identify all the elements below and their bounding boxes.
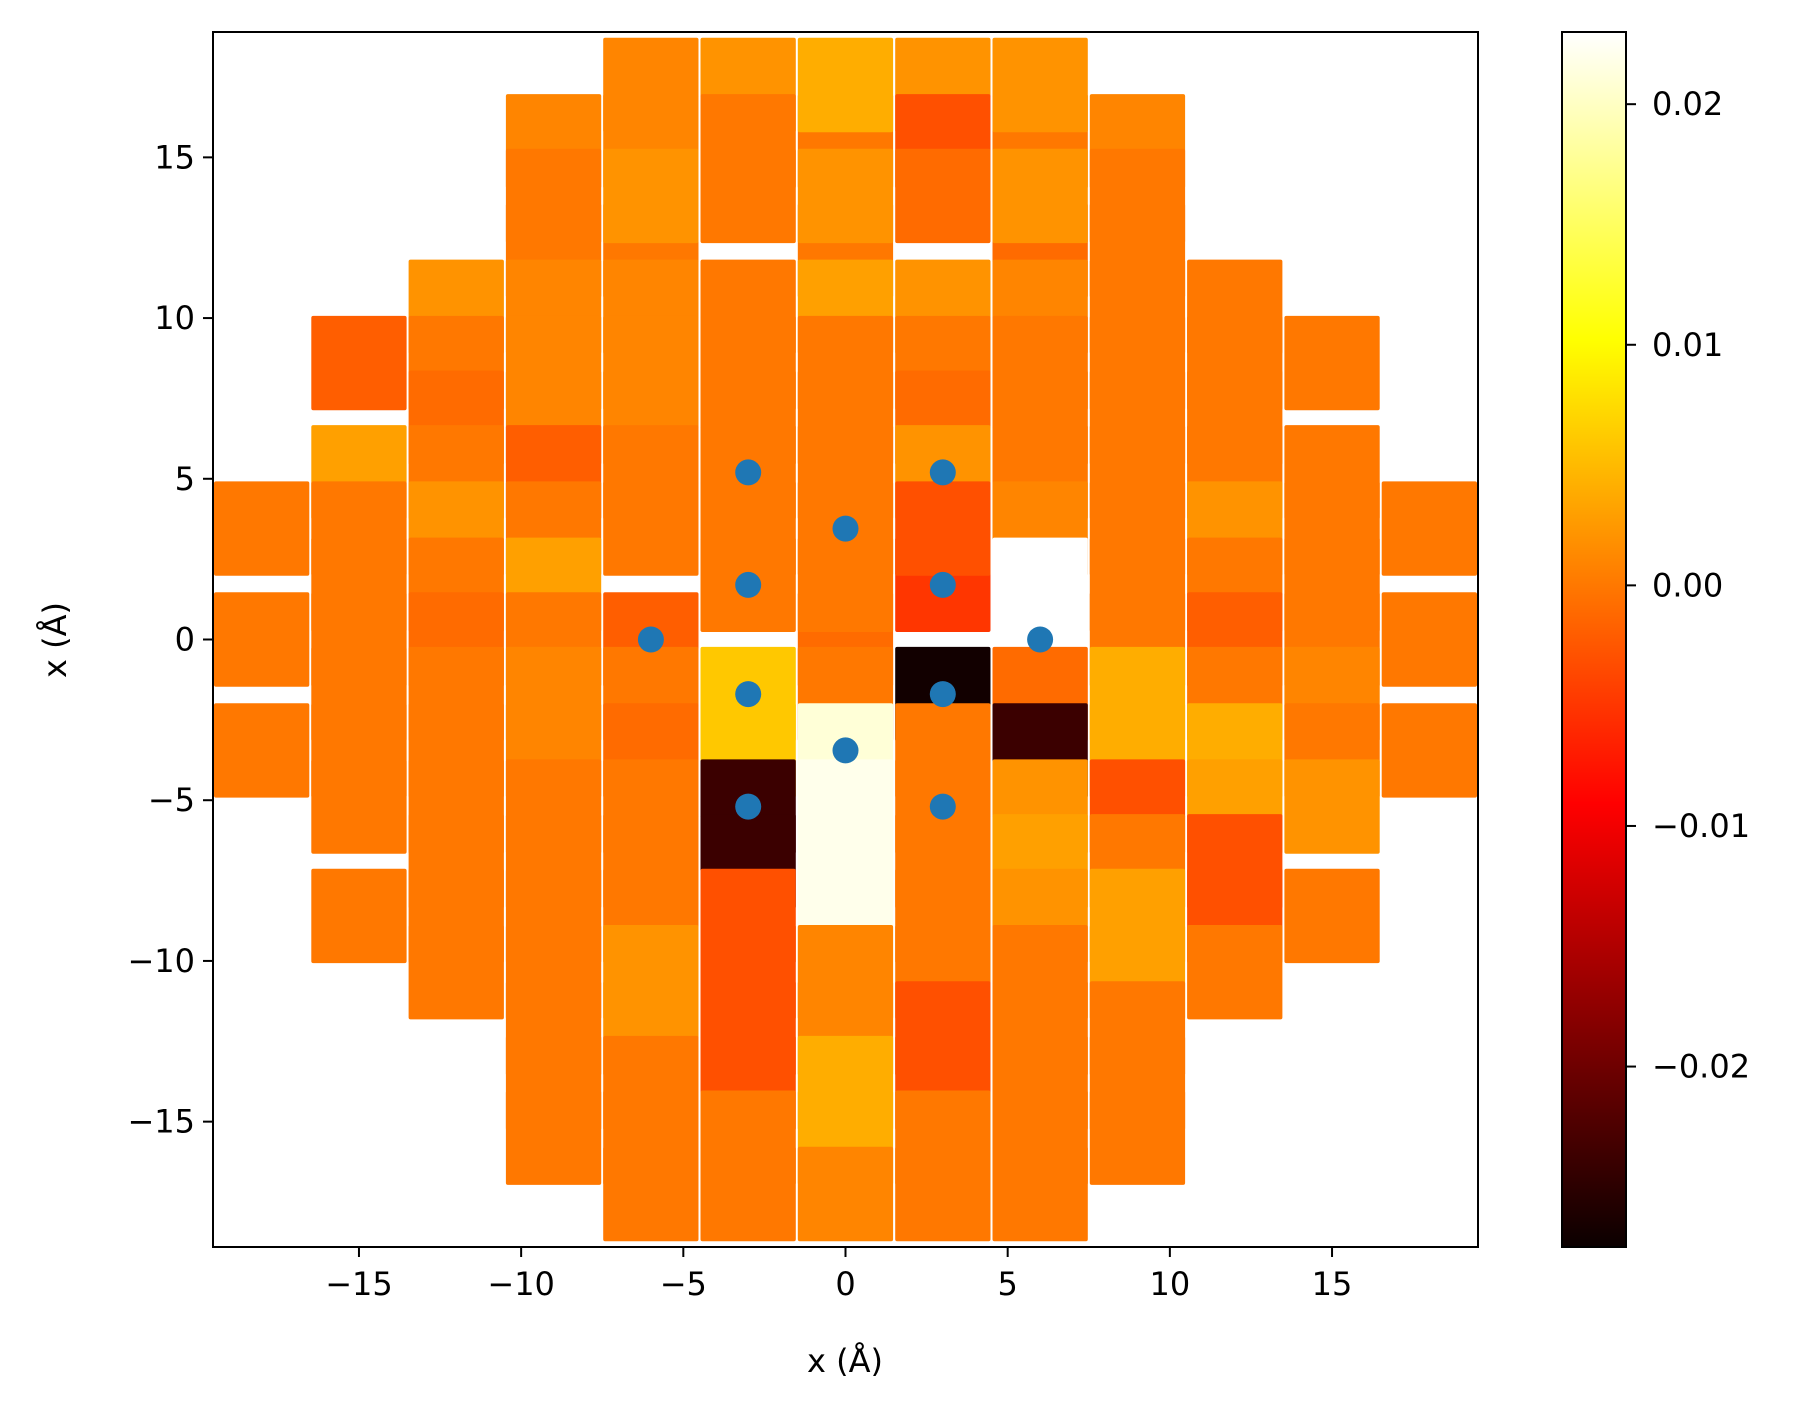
heatmap-cells — [214, 37, 1477, 1242]
y-tick-label: −5 — [148, 781, 195, 819]
y-tick-label: −10 — [127, 942, 195, 980]
y-axis-label: x (Å) — [36, 602, 74, 678]
heatmap-cell — [797, 1146, 894, 1242]
colorbar-tick-label: −0.01 — [1652, 807, 1750, 845]
heatmap-cell — [1284, 315, 1380, 411]
scatter-point — [637, 626, 664, 653]
heatmap-cell — [1089, 148, 1186, 244]
heatmap-cell — [1284, 868, 1380, 964]
heatmap-cell — [895, 1146, 991, 1242]
heatmap-cell — [603, 37, 699, 133]
x-tick-label: 15 — [1312, 1265, 1353, 1303]
scatter-point — [735, 571, 762, 598]
x-tick-label: −5 — [660, 1265, 707, 1303]
scatter-points — [637, 459, 1054, 820]
heatmap-cell — [992, 1146, 1088, 1242]
y-axis-ticks: −15 −10 −5 0 5 10 15 — [127, 138, 213, 1141]
colorbar-tick-label: 0.02 — [1652, 85, 1723, 123]
colorbar-tick-label: −0.02 — [1652, 1048, 1750, 1086]
y-tick-label: −15 — [127, 1103, 195, 1141]
heatmap-cell — [1381, 592, 1477, 687]
y-tick-label: 15 — [154, 138, 195, 176]
x-tick-label: −15 — [325, 1265, 393, 1303]
x-tick-label: −10 — [487, 1265, 555, 1303]
heatmap-cell — [1089, 1090, 1186, 1185]
heatmap-cell — [311, 759, 407, 854]
heatmap-cell — [1284, 759, 1380, 854]
scatter-point — [929, 459, 956, 486]
heatmap-cell — [992, 37, 1088, 133]
heatmap-cell — [797, 37, 894, 133]
colorbar — [1561, 31, 1627, 1248]
heatmap-cell — [895, 481, 991, 576]
heatmap-cell — [505, 1090, 602, 1185]
heatmap-cell — [700, 148, 796, 244]
scatter-point — [735, 459, 762, 486]
heatmap-cell — [1187, 925, 1283, 1020]
heatmap-cell — [311, 868, 407, 964]
heatmap-cell — [603, 148, 699, 244]
heatmap-cell — [700, 481, 796, 576]
x-tick-label: 0 — [835, 1265, 855, 1303]
heatmap-cell — [895, 148, 991, 244]
x-axis-label: x (Å) — [807, 1342, 883, 1380]
heatmap-cell — [603, 481, 699, 576]
scatter-point — [832, 515, 859, 542]
heatmap-cell — [1381, 703, 1477, 798]
heatmap-cell — [603, 1146, 699, 1242]
y-tick-label: 10 — [154, 299, 195, 337]
scatter-point — [929, 681, 956, 708]
heatmap-cell — [408, 925, 504, 1020]
x-tick-label: 10 — [1149, 1265, 1190, 1303]
scatter-point — [1027, 626, 1054, 653]
x-tick-label: 5 — [997, 1265, 1017, 1303]
colorbar-ticks: −0.02 −0.01 0.00 0.01 0.02 — [1626, 85, 1750, 1086]
x-axis-ticks: −15 −10 −5 0 5 10 15 — [325, 1247, 1352, 1303]
colorbar-tick-label: 0.01 — [1652, 326, 1723, 364]
scatter-point — [929, 793, 956, 820]
scatter-point — [832, 737, 859, 764]
heatmap-cell — [992, 537, 1088, 632]
heatmap-cell — [700, 1146, 796, 1242]
heatmap-cell — [214, 481, 310, 576]
heatmap-cell — [797, 148, 894, 244]
scatter-point — [929, 571, 956, 598]
heatmap-cell — [311, 315, 407, 411]
heatmap-cell — [992, 148, 1088, 244]
heatmap-cell — [214, 592, 310, 687]
heatmap-cell — [1381, 481, 1477, 576]
scatter-point — [735, 681, 762, 708]
y-tick-label: 5 — [175, 460, 195, 498]
scatter-point — [735, 793, 762, 820]
y-tick-label: 0 — [175, 621, 195, 659]
heatmap-cell — [797, 537, 894, 632]
heatmap-cell — [214, 703, 310, 798]
heatmap-cell — [505, 148, 602, 244]
colorbar-tick-label: 0.00 — [1652, 566, 1723, 604]
